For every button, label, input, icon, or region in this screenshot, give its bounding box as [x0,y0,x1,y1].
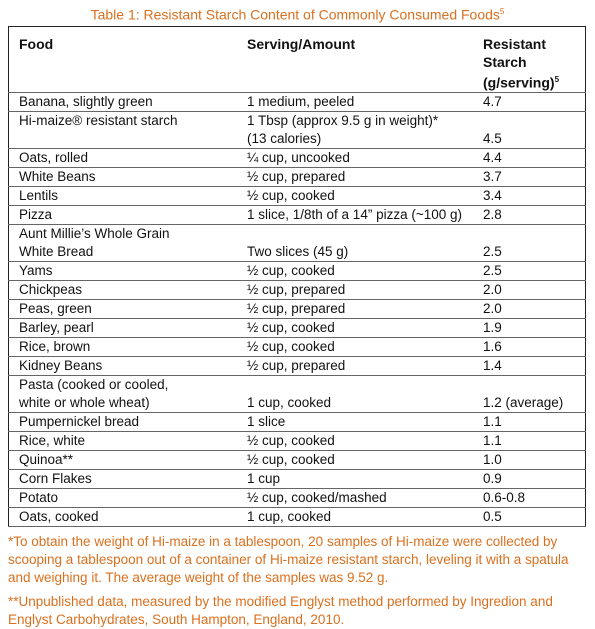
header-text: Food [19,36,54,52]
table-row: White Beans ½ cup, prepared 3.7 [8,167,586,187]
table-row: Corn Flakes 1 cup 0.9 [8,469,586,489]
cell: Chickpeas [8,280,237,300]
cell: 1.9 [473,318,586,338]
cell: Pizza [8,205,237,225]
cell: ½ cup, prepared [237,356,473,376]
footnote: *To obtain the weight of Hi-maize in a t… [8,533,569,585]
table-row: Chickpeas ½ cup, prepared 2.0 [8,280,586,300]
cell: Barley, pearl [8,318,237,338]
cell: Banana, slightly green [8,92,237,112]
cell: ½ cup, cooked [237,337,473,357]
cell: Corn Flakes [8,469,237,489]
cell: ¼ cup, uncooked [237,148,473,168]
cell: 1.0 [473,450,586,470]
cell: 2.5 [473,224,586,262]
cell: Oats, cooked [8,507,237,527]
cell: 1 cup, cooked [237,507,473,527]
cell: 1 cup [237,469,473,489]
cell: 3.4 [473,186,586,206]
cell: ½ cup, cooked [237,318,473,338]
cell: 0.5 [473,507,586,527]
table-row: Rice, white ½ cup, cooked 1.1 [8,431,586,451]
header-text: Serving/Amount [247,36,356,52]
cell: 1.1 [473,412,586,432]
cell: Two slices (45 g) [237,224,473,262]
title-text: Table 1: Resistant Starch Content of Com… [90,6,500,23]
cell: Oats, rolled [8,148,237,168]
cell: Quinoa** [8,450,237,470]
cell: 3.7 [473,167,586,187]
table-row: Hi-maize® resistant starch 1 Tbsp (approx… [8,111,586,149]
cell: ½ cup, prepared [237,167,473,187]
table-row: Banana, slightly green 1 medium, peeled 4.… [8,92,586,112]
cell: Lentils [8,186,237,206]
cell: ½ cup, cooked [237,431,473,451]
cell: ½ cup, cooked [237,186,473,206]
footnotes: *To obtain the weight of Hi-maize in a t… [0,533,595,629]
cell: 2.0 [473,280,586,300]
cell: 1.4 [473,356,586,376]
table-row: Barley, pearl ½ cup, cooked 1.9 [8,318,586,338]
header-cell: Food [8,26,237,93]
cell: 1.1 [473,431,586,451]
cell: ½ cup, cooked [237,450,473,470]
cell: Pumpernickel bread [8,412,237,432]
table-row: Lentils ½ cup, cooked 3.4 [8,186,586,206]
cell: 2.8 [473,205,586,225]
table-row: Pumpernickel bread 1 slice 1.1 [8,412,586,432]
cell: 4.5 [473,111,586,149]
cell: Aunt Millie’s Whole Grain White Bread [8,224,237,262]
table-row: Oats, cooked 1 cup, cooked 0.5 [8,507,586,527]
table-row: Yams ½ cup, cooked 2.5 [8,261,586,281]
cell: 1.2 (average) [473,375,586,413]
table-row: Pasta (cooked or cooled, white or whole … [8,375,586,413]
cell: 2.5 [473,261,586,281]
table: Food Serving/Amount Resistant Starch (g/se… [8,26,586,527]
cell: Yams [8,261,237,281]
cell: 4.4 [473,148,586,168]
cell: 0.6-0.8 [473,488,586,508]
footnote: **Unpublished data, measured by the modi… [8,593,553,627]
cell: Kidney Beans [8,356,237,376]
cell: 1.6 [473,337,586,357]
cell: ½ cup, prepared [237,280,473,300]
header-cell: Serving/Amount [237,26,473,93]
table-row: Rice, brown ½ cup, cooked 1.6 [8,337,586,357]
cell: 0.9 [473,469,586,489]
header-note: 5 [554,75,560,84]
table-row: Peas, green ½ cup, prepared 2.0 [8,299,586,319]
cell: 4.7 [473,92,586,112]
cell: ½ cup, cooked/mashed [237,488,473,508]
cell: 1 slice [237,412,473,432]
cell: Hi-maize® resistant starch [8,111,237,149]
title-note: 5 [499,7,505,16]
header-cell: Resistant Starch (g/serving)5 [473,26,586,93]
cell: Potato [8,488,237,508]
cell: Rice, brown [8,337,237,357]
header-text: Resistant Starch (g/serving) [483,36,555,91]
cell: 1 cup, cooked [237,375,473,413]
cell: White Beans [8,167,237,187]
cell: ½ cup, prepared [237,299,473,319]
cell: 2.0 [473,299,586,319]
table-row: Potato ½ cup, cooked/mashed 0.6-0.8 [8,488,586,508]
cell: Pasta (cooked or cooled, white or whole … [8,375,237,413]
table-row: Aunt Millie’s Whole Grain White Bread Two… [8,224,586,262]
cell: 1 medium, peeled [237,92,473,112]
cell: Peas, green [8,299,237,319]
table-title: Table 1: Resistant Starch Content of Com… [0,0,595,26]
table-row: Quinoa** ½ cup, cooked 1.0 [8,450,586,470]
cell: 1 Tbsp (approx 9.5 g in weight)* (13 cal… [237,111,473,149]
table-row: Oats, rolled ¼ cup, uncooked 4.4 [8,148,586,168]
cell: Rice, white [8,431,237,451]
table-row: Kidney Beans ½ cup, prepared 1.4 [8,356,586,376]
table-row: Pizza 1 slice, 1/8th of a 14” pizza (~100… [8,205,586,225]
cell: ½ cup, cooked [237,261,473,281]
cell: 1 slice, 1/8th of a 14” pizza (~100 g) [237,205,473,225]
